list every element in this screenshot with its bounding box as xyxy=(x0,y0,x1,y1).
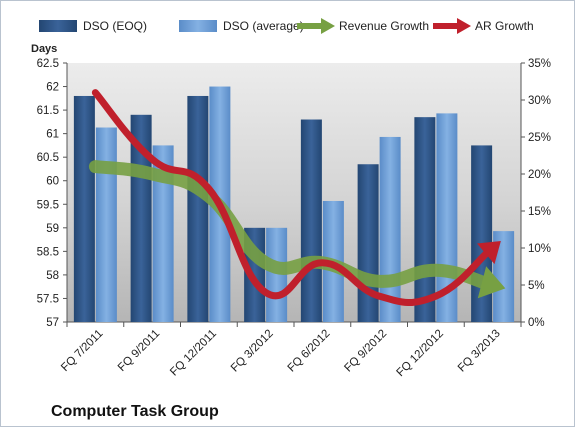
legend-arrow-ar-growth xyxy=(457,18,471,34)
x-tick-label: FQ 3/2012 xyxy=(229,328,276,375)
left-tick-label: 59 xyxy=(46,223,59,235)
left-tick-label: 60.5 xyxy=(37,152,59,164)
left-tick-label: 62 xyxy=(46,82,59,94)
legend-label-dso-average: DSO (average) xyxy=(223,19,304,33)
x-tick-label: FQ 6/2012 xyxy=(286,328,333,375)
left-axis: 57 57.5 58 58.5 59 59.5 60 60.5 61 61.5 62 62.5 xyxy=(37,58,67,329)
x-tick-label: FQ 3/2013 xyxy=(456,328,503,375)
legend-swatch-dso-average xyxy=(179,20,217,32)
left-tick-label: 61.5 xyxy=(37,105,59,117)
left-tick-label: 58.5 xyxy=(37,246,59,258)
left-tick-label: 62.5 xyxy=(37,58,59,70)
legend: DSO (EOQ) DSO (average) Revenue Growth AR G… xyxy=(39,18,534,34)
x-tick-label: FQ 7/2011 xyxy=(59,328,105,374)
bar-dso-average xyxy=(96,128,117,322)
right-tick-label: 35% xyxy=(528,58,551,70)
x-tick-label: FQ 9/2011 xyxy=(116,328,162,374)
bar-dso-eoq xyxy=(301,120,322,322)
legend-label-revenue-growth: Revenue Growth xyxy=(339,19,429,33)
right-tick-label: 15% xyxy=(528,206,551,218)
right-tick-label: 20% xyxy=(528,169,551,181)
bar-dso-eoq xyxy=(74,96,95,322)
right-tick-label: 0% xyxy=(528,317,545,329)
left-tick-label: 58 xyxy=(46,270,59,282)
left-tick-label: 61 xyxy=(46,129,59,141)
x-tick-label: FQ 12/2011 xyxy=(168,328,219,379)
legend-label-dso-eoq: DSO (EOQ) xyxy=(83,19,147,33)
chart-title: Computer Task Group xyxy=(51,403,219,420)
left-tick-label: 57 xyxy=(46,317,59,329)
right-tick-label: 5% xyxy=(528,280,545,292)
left-tick-label: 57.5 xyxy=(37,293,59,305)
left-tick-label: 60 xyxy=(46,176,59,188)
legend-label-ar-growth: AR Growth xyxy=(475,19,534,33)
x-tick-label: FQ 9/2012 xyxy=(342,328,389,375)
right-axis: 0% 5% 10% 15% 20% 25% 30% 35% xyxy=(521,58,551,329)
right-tick-label: 10% xyxy=(528,243,551,255)
bar-dso-eoq xyxy=(414,117,435,322)
legend-arrow-revenue-growth xyxy=(321,18,335,34)
bar-dso-eoq xyxy=(187,96,208,322)
legend-swatch-dso-eoq xyxy=(39,20,77,32)
left-tick-label: 59.5 xyxy=(37,199,59,211)
left-axis-title: Days xyxy=(31,43,57,55)
right-tick-label: 30% xyxy=(528,95,551,107)
right-tick-label: 25% xyxy=(528,132,551,144)
x-tick-label: FQ 12/2012 xyxy=(395,328,446,379)
